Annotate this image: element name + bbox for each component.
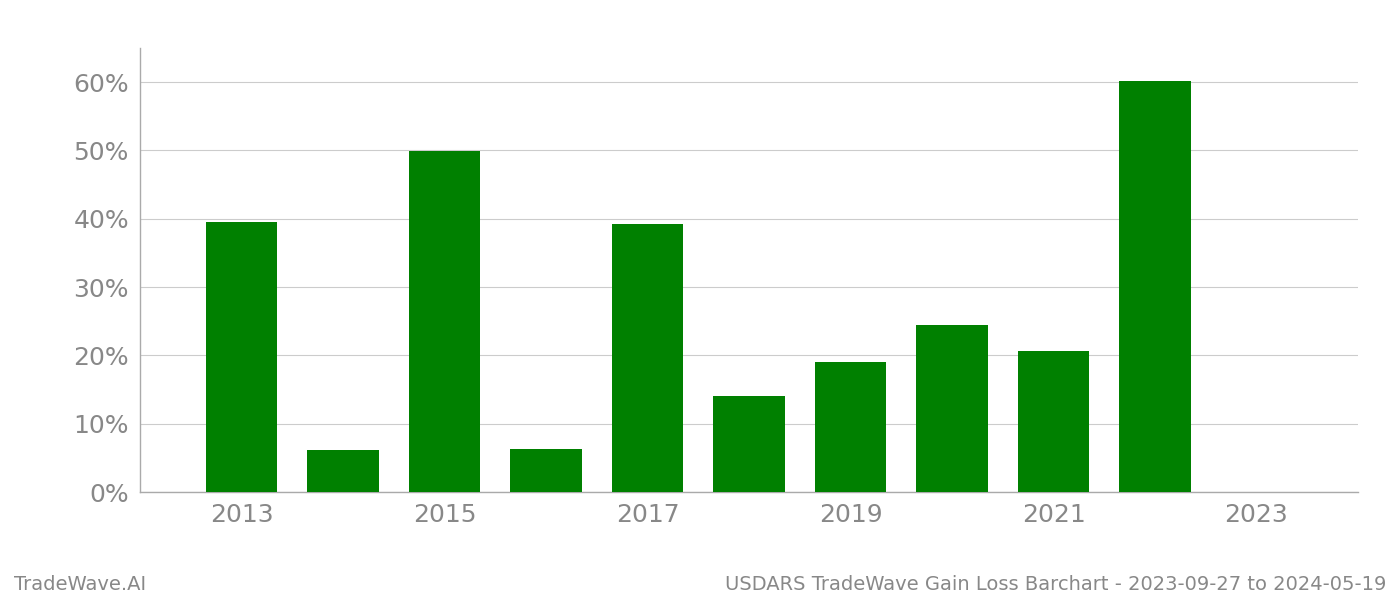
Bar [1120,82,1190,492]
Bar [714,395,784,492]
Bar [308,449,378,492]
Bar [1018,351,1089,492]
Bar [206,222,277,492]
Text: TradeWave.AI: TradeWave.AI [14,575,146,594]
Bar [612,224,683,492]
Bar [511,449,581,492]
Text: USDARS TradeWave Gain Loss Barchart - 2023-09-27 to 2024-05-19: USDARS TradeWave Gain Loss Barchart - 20… [725,575,1386,594]
Bar [409,151,480,492]
Bar [815,362,886,492]
Bar [917,325,987,492]
